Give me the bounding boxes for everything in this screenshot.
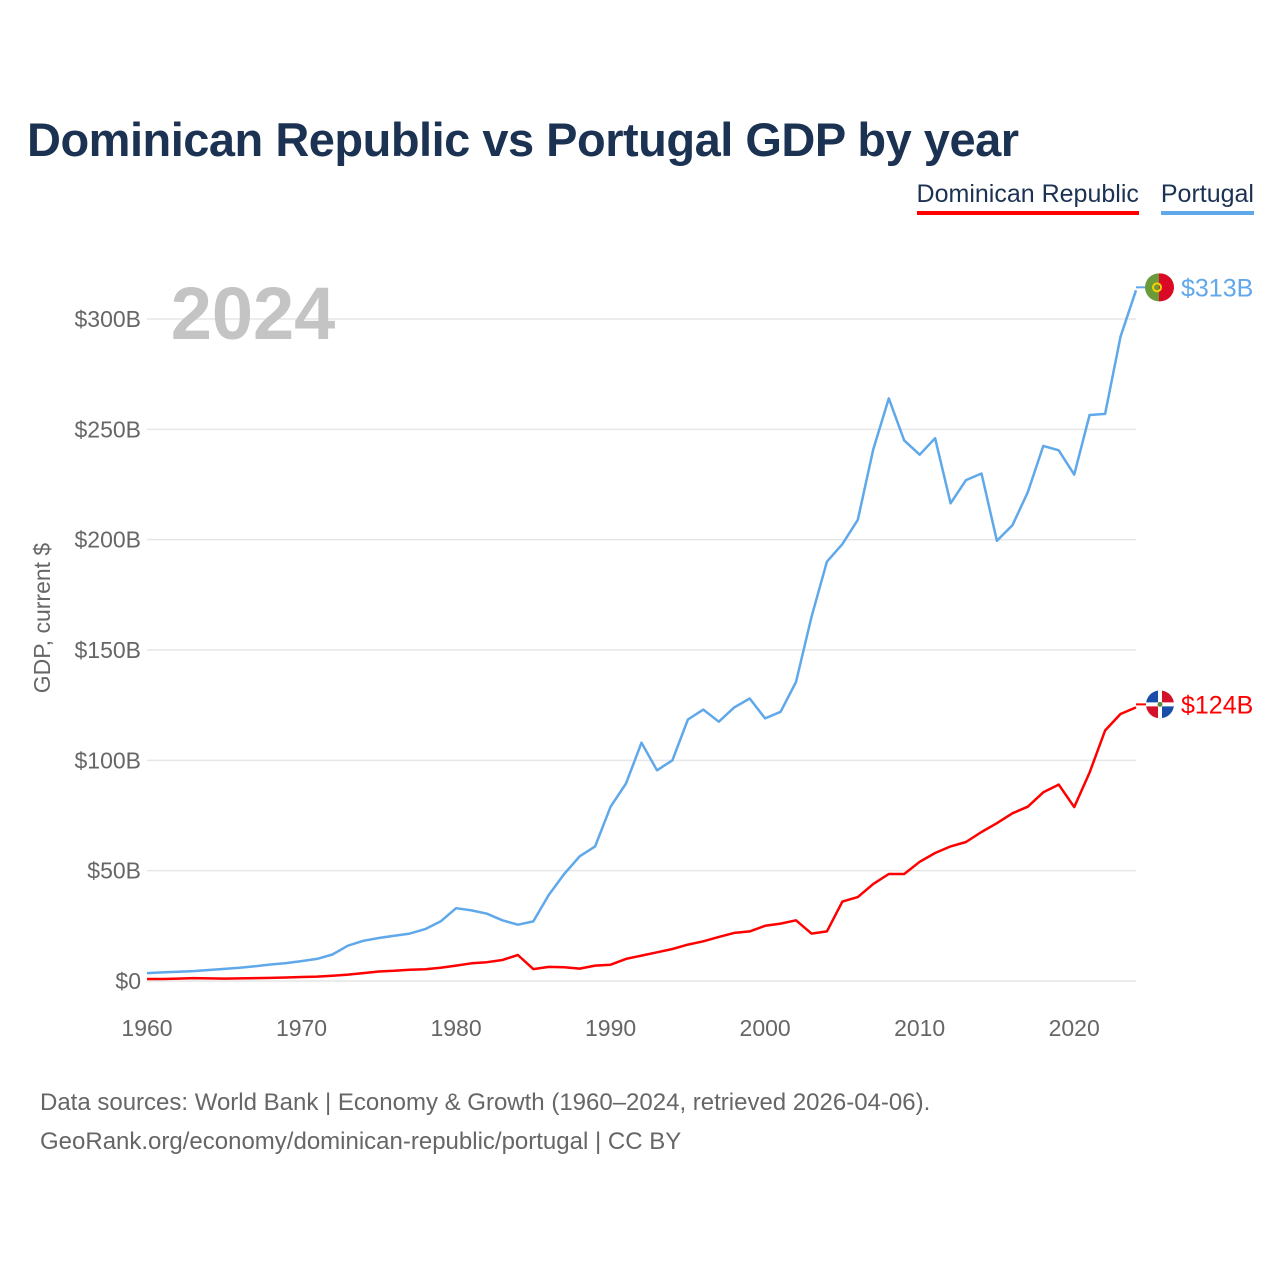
x-tick-label: 1980	[430, 1015, 481, 1041]
portugal-flag-icon	[1145, 273, 1174, 302]
y-tick-label: $300B	[74, 306, 141, 332]
y-tick-label: $0	[115, 968, 141, 994]
legend-portugal[interactable]: Portugal	[1160, 180, 1254, 215]
x-tick-label: 1960	[121, 1015, 172, 1041]
series-line-portugal	[146, 289, 1138, 975]
legend: Dominican Republic Portugal	[916, 180, 1254, 215]
flag-emblem	[1152, 282, 1162, 293]
x-tick-label: 2000	[740, 1015, 791, 1041]
footer-sources: Data sources: World Bank | Economy & Gro…	[40, 1089, 931, 1116]
dominican-republic-flag-icon	[1146, 690, 1174, 719]
flag-q1	[1146, 690, 1160, 705]
y-tick-label: $100B	[74, 747, 141, 773]
end-value-label: $124B	[1181, 691, 1253, 719]
y-axis-label: GDP, current $	[29, 543, 55, 694]
y-tick-label: $50B	[87, 858, 141, 884]
y-tick-label: $200B	[74, 527, 141, 553]
flag-emblem	[1157, 701, 1163, 707]
chart-title: Dominican Republic vs Portugal GDP by ye…	[27, 113, 1019, 166]
x-tick-label: 1970	[276, 1015, 327, 1041]
year-watermark: 2024	[171, 272, 336, 355]
flag-q2	[1160, 690, 1174, 705]
legend-dominican-republic[interactable]: Dominican Republic	[916, 180, 1139, 215]
footer: Data sources: World Bank | Economy & Gro…	[40, 1083, 930, 1161]
x-tick-label: 1990	[585, 1015, 636, 1041]
flag-q3	[1146, 704, 1160, 719]
x-tick-label: 2010	[894, 1015, 945, 1041]
y-tick-label: $250B	[74, 416, 141, 442]
footer-link[interactable]: GeoRank.org/economy/dominican-republic/p…	[40, 1128, 682, 1155]
x-tick-label: 2020	[1049, 1015, 1100, 1041]
series-line-dominican-republic	[147, 706, 1137, 981]
end-value-label: $313B	[1181, 274, 1253, 302]
y-tick-label: $150B	[74, 637, 141, 663]
flag-q4	[1160, 704, 1174, 719]
